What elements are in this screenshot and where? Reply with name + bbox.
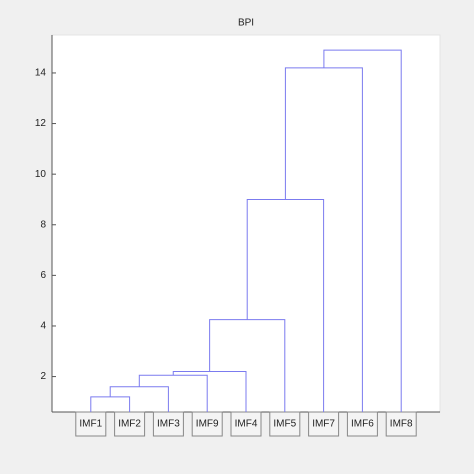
- plot-area: [51, 34, 441, 413]
- leaf-box: [114, 411, 146, 437]
- link: [172, 371, 247, 412]
- y-tick-label: 4: [40, 321, 46, 332]
- leaf-label: IMF2: [118, 419, 141, 430]
- leaf-label: IMF7: [312, 419, 335, 430]
- leaf-box: [385, 411, 417, 437]
- leaf-box: [346, 411, 378, 437]
- y-tick-label: 10: [35, 169, 47, 180]
- leaf-label: IMF5: [273, 419, 296, 430]
- link: [90, 396, 131, 412]
- leaf-box: [191, 411, 223, 437]
- link: [323, 49, 402, 412]
- y-tick-label: 12: [35, 118, 47, 129]
- y-tick-label: 6: [40, 270, 46, 281]
- leaf-label: IMF3: [157, 419, 180, 430]
- link: [209, 319, 286, 412]
- leaf-label: IMF9: [196, 419, 219, 430]
- y-tick-label: 2: [40, 371, 46, 382]
- leaf-label: IMF8: [390, 419, 413, 430]
- leaf-label: IMF6: [351, 419, 374, 430]
- leaf-box: [269, 411, 301, 437]
- leaf-label: IMF4: [235, 419, 258, 430]
- y-tick-label: 14: [35, 68, 47, 79]
- chart-title: BPI: [238, 18, 254, 29]
- leaf-label: IMF1: [79, 419, 102, 430]
- y-tick-label: 8: [40, 219, 46, 230]
